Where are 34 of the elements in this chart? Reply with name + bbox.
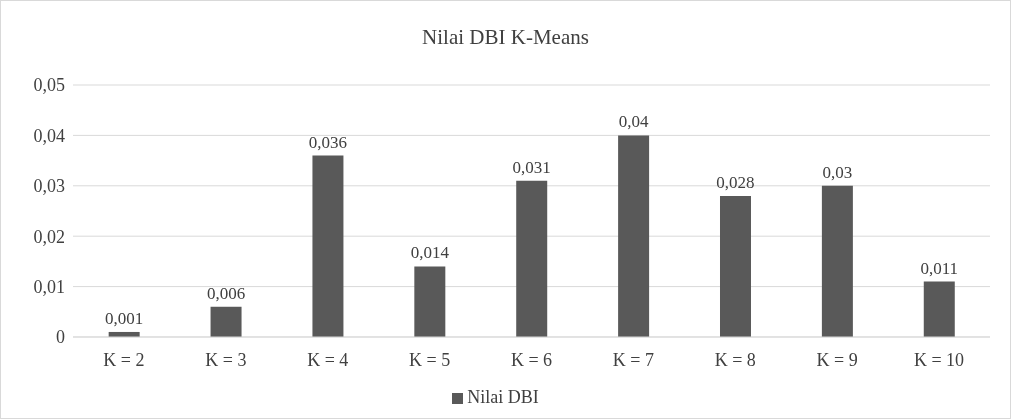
x-tick-label: K = 9 bbox=[816, 349, 858, 370]
x-tick-label: K = 3 bbox=[205, 349, 247, 370]
y-tick-label: 0,02 bbox=[33, 226, 65, 247]
y-tick-label: 0,04 bbox=[33, 125, 65, 146]
bar bbox=[821, 185, 853, 337]
data-label: 0,03 bbox=[822, 162, 853, 182]
x-tick-label: K = 7 bbox=[612, 349, 654, 370]
x-tick-label: K = 10 bbox=[913, 349, 965, 370]
x-tick-label: K = 2 bbox=[103, 349, 145, 370]
legend-label: Nilai DBI bbox=[467, 387, 539, 407]
bar bbox=[516, 180, 548, 337]
data-label: 0,006 bbox=[206, 283, 246, 303]
data-label: 0,011 bbox=[920, 258, 959, 278]
data-label: 0,031 bbox=[512, 157, 551, 177]
bar bbox=[414, 266, 446, 337]
chart-title: Nilai DBI K-Means bbox=[421, 25, 590, 50]
data-label: 0,036 bbox=[308, 132, 348, 152]
data-label: 0,001 bbox=[105, 308, 144, 328]
data-label: 0,028 bbox=[716, 172, 755, 192]
x-tick-label: K = 6 bbox=[510, 349, 553, 370]
x-tick-label: K = 5 bbox=[409, 349, 451, 370]
y-tick-label: 0 bbox=[56, 327, 65, 348]
data-label: 0,014 bbox=[410, 243, 450, 263]
y-tick-label: 0,01 bbox=[33, 276, 65, 297]
bar bbox=[618, 135, 650, 337]
x-tick-label: K = 4 bbox=[307, 349, 349, 370]
y-tick-label: 0,03 bbox=[33, 176, 65, 197]
data-label: 0,04 bbox=[618, 112, 649, 132]
bar bbox=[923, 281, 955, 337]
bar bbox=[210, 306, 242, 337]
bar bbox=[312, 155, 344, 337]
y-tick-label: 0,05 bbox=[33, 75, 65, 96]
bar bbox=[719, 195, 751, 337]
x-tick-label: K = 8 bbox=[714, 349, 756, 370]
